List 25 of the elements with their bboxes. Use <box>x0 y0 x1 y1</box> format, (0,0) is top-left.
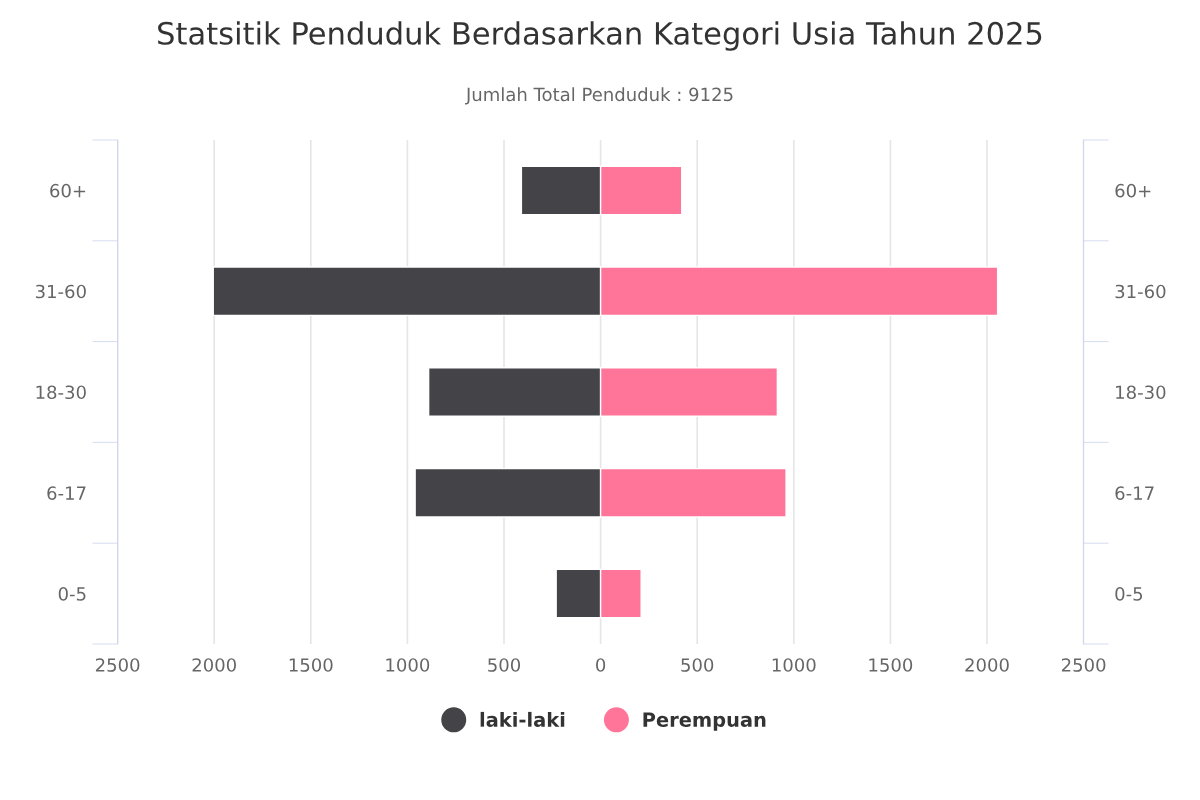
x-tick-label: 500 <box>681 658 714 672</box>
y-tick-label: 31-60 <box>35 284 86 299</box>
y-tick-label: 6-17 <box>47 486 86 500</box>
category-label: 60+ <box>1115 183 1151 198</box>
x-tick-label: 1500 <box>869 658 913 672</box>
legend-label: laki-laki <box>480 711 565 727</box>
x-tick-label: 2500 <box>95 658 140 672</box>
category-label: 6-17 <box>1115 486 1154 500</box>
y-tick-label: 0-5 <box>58 587 86 601</box>
x-tick-label: 2000 <box>965 658 1009 672</box>
x-tick-label: 1000 <box>386 658 430 672</box>
chart-title: Statsitik Penduduk Berdasarkan Kategori Usia Tahun 2025 <box>158 21 1042 51</box>
chart-subtitle: Jumlah Total Penduduk : 9125 <box>465 87 733 105</box>
category-label: 18-30 <box>1116 385 1166 400</box>
x-tick-label: 1000 <box>772 658 816 672</box>
x-tick-label: 2500 <box>1061 658 1106 672</box>
category-label: 0-5 <box>1115 587 1143 601</box>
y-tick-label: 18-30 <box>36 385 86 400</box>
x-tick-label: 0 <box>596 658 606 672</box>
x-tick-label: 500 <box>488 658 521 672</box>
legend-label: Perempuan <box>643 712 766 731</box>
category-label: 31-60 <box>1115 284 1166 299</box>
x-tick-label: 1500 <box>289 658 333 672</box>
y-tick-label: 60+ <box>50 183 86 198</box>
x-tick-label: 2000 <box>192 658 236 672</box>
